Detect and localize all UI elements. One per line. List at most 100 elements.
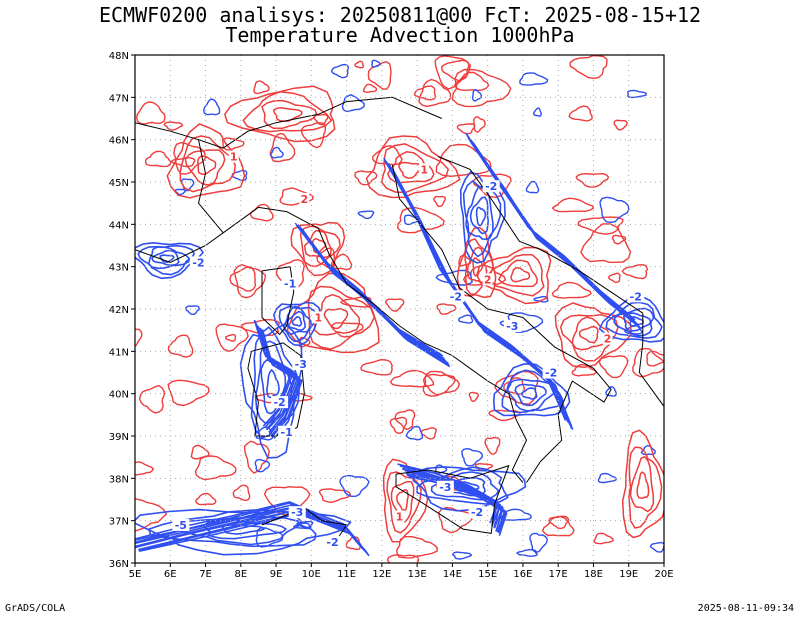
warm-advection-contour: [621, 429, 664, 539]
warm-advection-contour: [438, 506, 473, 534]
cold-advection-contour: [148, 246, 190, 270]
lon-tick-label: 15E: [478, 569, 497, 580]
cold-advection-band: [408, 476, 508, 536]
cold-advection-contour: [239, 323, 303, 459]
warm-advection-contour: [389, 416, 408, 434]
warm-contour-label: 2: [484, 273, 492, 286]
cold-advection-contour: [255, 527, 284, 548]
cold-advection-band: [404, 469, 504, 532]
cold-advection-contour: [273, 301, 322, 347]
cold-contour-label: -3: [506, 320, 518, 333]
lon-tick-label: 7E: [199, 569, 212, 580]
cold-advection-contour: [626, 89, 647, 99]
warm-contour-label-bg: [602, 332, 613, 345]
map-title-line2: Temperature Advection 1000hPa: [225, 23, 575, 47]
cold-advection-contour: [597, 472, 617, 484]
warm-advection-contour: [224, 85, 336, 143]
warm-advection-contour: [396, 536, 438, 559]
cold-contour-label: -2: [326, 536, 338, 549]
warm-advection-contour: [494, 370, 539, 405]
warm-advection-contour: [184, 149, 226, 186]
warm-advection-contour: [275, 259, 305, 288]
warm-advection-contour: [354, 60, 365, 69]
lat-tick-label: 46N: [109, 136, 129, 147]
cold-contour-label-bg: [447, 290, 465, 303]
warm-advection-contour: [580, 223, 632, 263]
warm-contour-label-bg: [313, 311, 324, 324]
warm-advection-contour: [629, 456, 655, 513]
warm-advection-contour: [163, 121, 183, 131]
cold-contour-label-bg: [189, 256, 207, 269]
cold-advection-contour: [605, 386, 617, 397]
cold-advection-contour: [151, 249, 180, 266]
cold-advection-contour: [458, 314, 474, 324]
cold-advection-contour: [403, 214, 420, 226]
warm-contour-label-bg: [394, 510, 405, 523]
contour-labels: -2 -1 -3 -2 -1 -2 -2 -3 -2 -2 -3 -2 -5 -3 -2 1 2 1 2 1 2 1: [172, 150, 645, 549]
cold-advection-band: [383, 159, 567, 419]
warm-advection-contour: [136, 101, 166, 125]
footer-timestamp: 2025-08-11-09:34: [697, 603, 794, 614]
warm-advection-contour: [138, 385, 165, 414]
cold-advection-band: [298, 225, 445, 360]
warm-advection-contour: [269, 132, 296, 163]
lon-tick-label: 9E: [270, 569, 283, 580]
cold-advection-band: [296, 225, 444, 357]
cold-advection-contour: [471, 88, 482, 102]
cold-contour-label: -3: [439, 481, 451, 494]
cold-contour-label: -2: [545, 367, 557, 380]
coastline: [395, 465, 510, 534]
cold-advection-contour: [519, 72, 549, 86]
lat-tick-label: 45N: [109, 178, 129, 189]
cold-advection-contour: [371, 59, 381, 68]
lat-tick-label: 36N: [109, 559, 129, 570]
cold-contour-label-bg: [288, 506, 306, 519]
lat-axis: 36N 37N 38N 39N 40N 41N 42N 43N 44N 45N 46N 47N 48N: [109, 51, 135, 570]
cold-advection-contour: [405, 425, 424, 441]
cold-contour-label: -1: [281, 426, 293, 439]
lon-tick-label: 18E: [584, 569, 603, 580]
warm-advection-contour: [608, 272, 621, 284]
warm-advection-contour: [554, 302, 632, 369]
warm-advection-contour: [568, 105, 593, 122]
cold-contour-label-bg: [436, 480, 454, 493]
warm-advection-contour: [468, 391, 479, 403]
cold-advection-contour: [613, 307, 655, 337]
lat-tick-label: 47N: [109, 93, 129, 104]
warm-advection-contour: [367, 61, 392, 90]
lon-tick-label: 5E: [129, 569, 142, 580]
warm-advection-contour: [144, 150, 172, 168]
map-title-line1: ECMWF0200 analisys: 20250811@00 FcT: 202…: [98, 3, 702, 27]
warm-advection-contour: [541, 516, 575, 537]
lon-axis: 5E 6E 7E 8E 9E 10E 11E 12E 13E 14E 15E 16E 17E 18E 19E…: [129, 563, 674, 580]
warm-contour-label-bg: [299, 192, 310, 205]
cold-contour-label-bg: [503, 319, 521, 332]
warm-advection-contour: [166, 123, 246, 199]
warm-advection-contour: [313, 113, 329, 126]
lon-tick-label: 16E: [513, 569, 532, 580]
warm-advection-contour: [365, 135, 461, 199]
warm-advection-contour: [613, 119, 628, 131]
warm-contour-label-bg: [228, 150, 239, 163]
warm-advection-contour: [551, 281, 592, 299]
warm-advection-contour: [299, 225, 341, 268]
cold-advection-contour: [599, 196, 630, 223]
lon-tick-label: 17E: [549, 569, 568, 580]
lat-tick-label: 44N: [109, 220, 129, 231]
warm-advection-contour: [197, 155, 217, 175]
footer-software: GrADS/COLA: [5, 603, 66, 614]
cold-advection-contour: [330, 63, 350, 79]
cold-advection-contour: [283, 305, 313, 335]
cold-advection-contour: [469, 196, 489, 235]
warm-advection-contour: [318, 488, 352, 504]
cold-contour-label-bg: [172, 518, 190, 531]
cold-advection-band: [304, 234, 451, 368]
cold-advection-contour: [291, 316, 303, 327]
cold-advection-contour: [533, 296, 549, 303]
cold-advection-contour: [184, 305, 200, 315]
warm-advection-contour: [433, 195, 446, 208]
warm-advection-contour: [593, 532, 614, 545]
warm-advection-contour: [194, 455, 237, 481]
warm-advection-contour: [304, 229, 332, 259]
warm-advection-contour: [307, 285, 376, 350]
